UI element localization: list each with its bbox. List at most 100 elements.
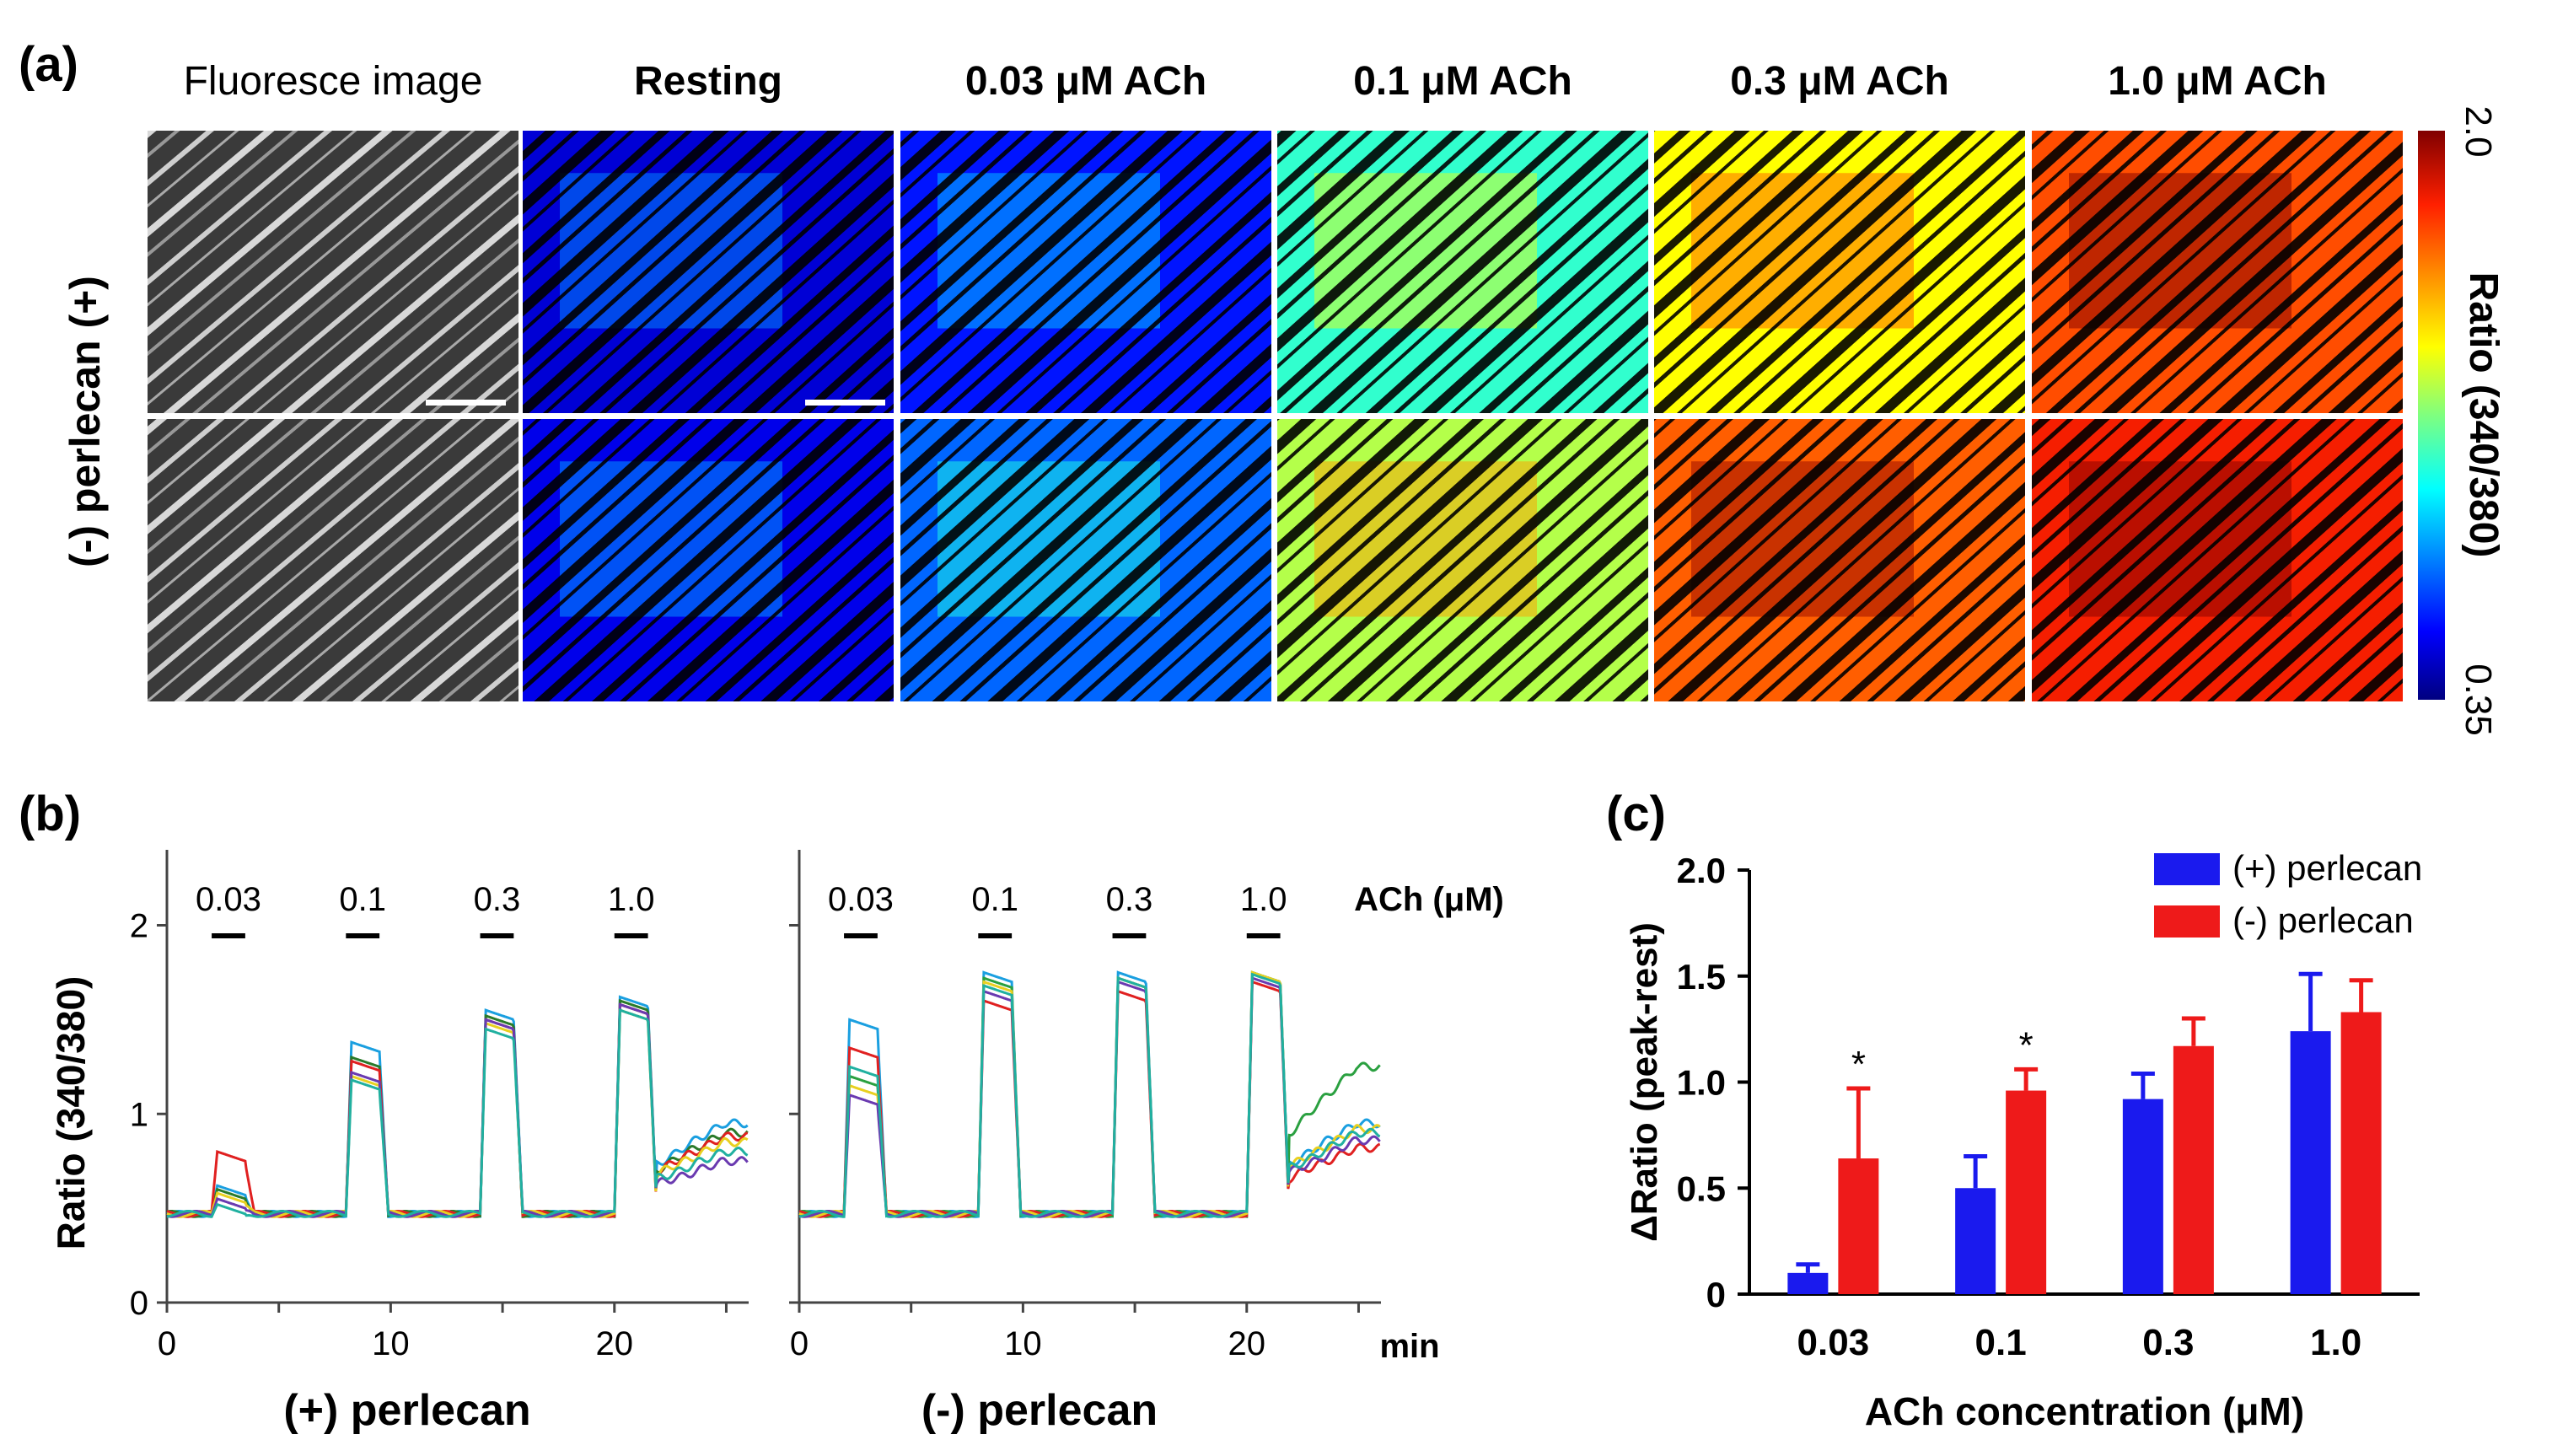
bar (2006, 1090, 2047, 1294)
trace-line (166, 1008, 749, 1218)
y-tick-label: 2 (130, 908, 148, 945)
legend-label: (-) perlecan (2232, 900, 2414, 940)
bar (2173, 1045, 2214, 1294)
bar (1838, 1158, 1879, 1294)
ratio-image (1277, 131, 1648, 413)
trace-line (166, 995, 749, 1218)
trace-line (798, 972, 1381, 1218)
legend-label: (+) perlecan (2232, 848, 2422, 888)
significance-marker: * (2019, 1024, 2034, 1066)
legend-swatch (2154, 905, 2220, 938)
bar (1955, 1188, 1996, 1294)
scale-bar (426, 400, 506, 406)
panel-a-label: (a) (19, 37, 78, 92)
colorbar-label: Ratio (340/380) (2461, 272, 2506, 558)
fluorescence-image (148, 419, 518, 701)
trace-line (166, 998, 749, 1218)
bar (1787, 1272, 1829, 1294)
bar (2290, 1031, 2331, 1294)
column-title: Fluoresce image (184, 59, 483, 104)
ratio-image (523, 131, 894, 413)
x-tick-label: 0 (790, 1325, 809, 1362)
ratio-image (523, 419, 894, 701)
bar (2340, 1012, 2382, 1294)
image-texture (1654, 419, 2025, 701)
column-titles: Fluoresce image Resting 0.03 μM ACh 0.1 μM … (184, 59, 2327, 104)
x-tick-label: 1.0 (2310, 1322, 2361, 1363)
significance-marker: * (1851, 1044, 1866, 1085)
y-tick-label: 0.5 (1677, 1169, 1726, 1208)
x-tick-label: 0.3 (2142, 1322, 2194, 1363)
ratio-image (2032, 131, 2403, 413)
y-tick-label: 0 (1706, 1275, 1726, 1314)
y-axis-label: ΔRatio (peak-rest) (1624, 922, 1665, 1242)
stimulus-label: 0.3 (1106, 881, 1153, 918)
image-texture (148, 419, 518, 701)
image-texture (148, 131, 518, 413)
stimulus-label: 0.03 (196, 881, 261, 918)
image-texture (2032, 419, 2403, 701)
y-tick-label: 0 (130, 1285, 148, 1322)
panel-c-label: (c) (1606, 787, 1666, 841)
image-texture (1277, 131, 1648, 413)
ratio-image (900, 131, 1271, 413)
stim-unit-label: ACh (μM) (1354, 881, 1504, 918)
image-texture (1277, 419, 1648, 701)
column-title: Resting (634, 59, 782, 104)
ratio-image (2032, 419, 2403, 701)
stimulus-label: 0.1 (339, 881, 386, 918)
x-axis-label: ACh concentration (μM) (1865, 1389, 2304, 1433)
image-texture (1654, 131, 2025, 413)
panel-b-label: (b) (19, 787, 81, 841)
panel-c: (c) 0 0.5 1.0 1.5 2.0 ΔRatio (peak-rest) * 0.03… (1606, 787, 2422, 1433)
y-tick-label: 1 (130, 1096, 148, 1133)
x-tick-label: 0.1 (1975, 1322, 2027, 1363)
scale-bar (805, 400, 885, 406)
y-tick-label: 1.5 (1677, 957, 1726, 997)
trace-plot-title: (-) perlecan (921, 1386, 1158, 1435)
trace-line (166, 1008, 749, 1218)
stimulus-label: 0.1 (971, 881, 1018, 918)
column-title: 1.0 μM ACh (2108, 59, 2327, 104)
stimulus-label: 1.0 (608, 881, 655, 918)
column-title: 0.3 μM ACh (1730, 59, 1949, 104)
colorbar-max: 2.0 (2458, 105, 2499, 157)
panel-a: (a) Fluoresce image Resting 0.03 μM ACh 0.1… (19, 37, 2506, 736)
stimulus-label: 1.0 (1240, 881, 1287, 918)
image-texture (523, 419, 894, 701)
x-tick-label: 0.03 (1797, 1322, 1870, 1363)
image-texture (900, 131, 1271, 413)
y-tick-label: 2.0 (1677, 851, 1726, 890)
x-tick-label: 10 (372, 1325, 410, 1362)
stimulus-label: 0.3 (474, 881, 521, 918)
y-tick-label: 1.0 (1677, 1063, 1726, 1103)
colorbar (2418, 131, 2445, 700)
trace-line (166, 1002, 749, 1218)
column-title: 0.1 μM ACh (1353, 59, 1572, 104)
image-texture (523, 131, 894, 413)
row-title: (-) perlecan (+) (62, 276, 109, 567)
trace-line (166, 1002, 749, 1218)
trace-line (798, 980, 1381, 1218)
colorbar-min: 0.35 (2458, 664, 2499, 736)
x-tick-label: 10 (1004, 1325, 1042, 1362)
image-texture (2032, 131, 2403, 413)
panel-b-ylabel: Ratio (340/380) (49, 976, 93, 1250)
image-grid (148, 131, 2403, 701)
x-tick-label: 0 (158, 1325, 176, 1362)
ratio-image (1277, 419, 1648, 701)
ratio-image (900, 419, 1271, 701)
ratio-image (1654, 131, 2025, 413)
ratio-image (1654, 419, 2025, 701)
column-title: 0.03 μM ACh (965, 59, 1206, 104)
bar (2122, 1099, 2163, 1294)
trace-plot-minus: 0 10 20 0.03 0.1 0.3 1.0 (-) perlecan (789, 850, 1381, 1435)
stimulus-label: 0.03 (828, 881, 894, 918)
bar-chart: 0 0.5 1.0 1.5 2.0 ΔRatio (peak-rest) * 0.03 * 0.1… (1624, 848, 2422, 1433)
x-unit-label: min (1379, 1328, 1439, 1365)
x-tick-label: 20 (1228, 1325, 1266, 1362)
trace-plot-title: (+) perlecan (283, 1386, 530, 1435)
